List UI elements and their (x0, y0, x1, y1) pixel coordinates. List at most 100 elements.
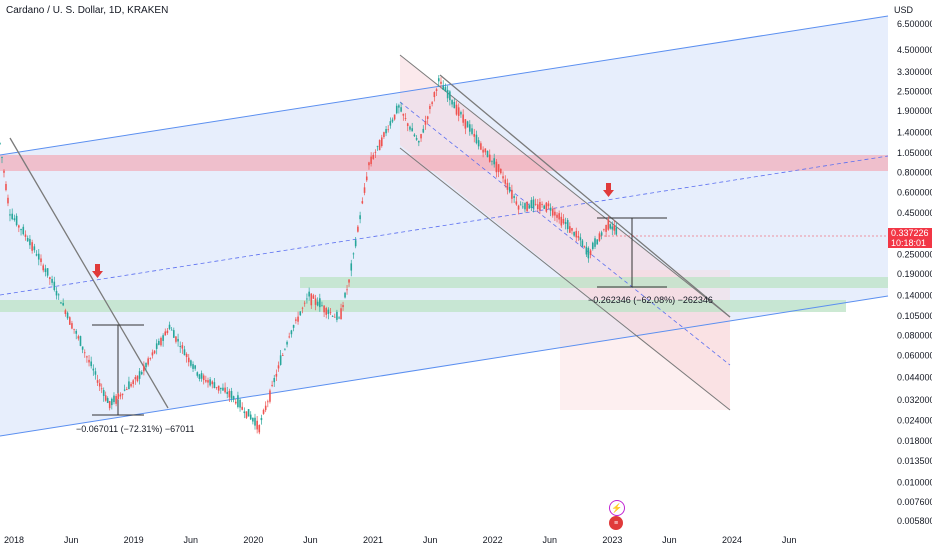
candle-body (372, 154, 375, 159)
price-axis-label: 4.500000 (897, 45, 932, 55)
candle-body (77, 336, 80, 339)
candle-body (26, 238, 29, 242)
us-flag-icon[interactable]: ≡ (609, 516, 623, 530)
price-axis-label: 6.500000 (897, 19, 932, 29)
candle-body (125, 389, 128, 390)
candle-body (551, 208, 554, 216)
candle-body (215, 386, 218, 388)
candle-body (363, 187, 366, 193)
candle-body (402, 113, 405, 116)
candle-body (502, 176, 504, 179)
flash-icon[interactable]: ⚡ (609, 500, 625, 516)
price-axis-label: 0.010000 (897, 477, 932, 487)
candle-body (359, 215, 361, 220)
candle-body (290, 330, 293, 335)
price-axis-label: 0.450000 (897, 208, 932, 218)
candle-body (134, 377, 137, 380)
candle-body (22, 226, 25, 235)
candle-body (547, 203, 550, 207)
candle-body (534, 203, 537, 205)
candle-body (383, 132, 385, 138)
candle-body (57, 294, 60, 296)
desc-channel-lower[interactable] (399, 147, 731, 411)
candle-body (33, 246, 36, 251)
candle-body (55, 290, 58, 296)
candle-body (524, 203, 526, 210)
candle-body (299, 311, 302, 316)
candle-body (420, 134, 422, 139)
candle-body (488, 154, 491, 162)
candle-body (96, 380, 99, 383)
time-axis-label: Jun (543, 535, 558, 545)
candle-body (143, 365, 145, 372)
candle-body (275, 373, 278, 377)
candle-body (415, 138, 418, 140)
candle-body (556, 214, 558, 218)
candle-body (86, 356, 88, 358)
candle-body (83, 352, 86, 354)
price-axis-label: 1.400000 (897, 128, 932, 138)
candle-body (164, 331, 167, 336)
price-axis-label: 0.060000 (897, 351, 932, 361)
candle-body (256, 420, 258, 430)
candle-body (81, 346, 84, 350)
candle-body (314, 298, 317, 305)
candle-body (600, 232, 603, 236)
currency-label: USD (894, 5, 914, 15)
candle-body (160, 337, 162, 346)
price-axis-label: 1.900000 (897, 106, 932, 116)
candle-body (342, 305, 344, 308)
candle-body (98, 383, 101, 387)
candle-body (140, 371, 143, 375)
candle-body (380, 137, 383, 147)
price-axis-label: 0.190000 (897, 269, 932, 279)
desc-channel-upper[interactable] (439, 74, 731, 318)
candle-body (338, 317, 340, 319)
candle-body (615, 227, 618, 235)
candle-body (158, 340, 160, 345)
candle-body (579, 237, 582, 241)
candle-body (573, 232, 575, 236)
candle-body (491, 160, 493, 162)
candle-body (374, 151, 377, 153)
candle-body (566, 220, 569, 230)
candle-body (247, 409, 250, 417)
price-axis-label: 0.032000 (897, 395, 932, 405)
candle-body (493, 158, 495, 165)
candle-body (262, 409, 265, 414)
time-axis[interactable]: 2018 Jun 2019 Jun 2020 Jun 2021 Jun 2022 Jun 2023 J… (4, 535, 796, 545)
candle-body (288, 336, 290, 338)
channel-mid-line[interactable] (0, 155, 889, 296)
arrow-down-icon (603, 183, 614, 197)
candle-body (310, 293, 313, 306)
candle-body (508, 187, 511, 192)
price-axis[interactable]: 6.500000 4.500000 3.300000 2.500000 1.900000… (897, 19, 932, 526)
candle-body (151, 352, 154, 356)
desc-channel-upper-2[interactable] (399, 54, 731, 318)
candle-body (260, 417, 263, 421)
candle-body (575, 231, 578, 238)
candle-body (500, 168, 502, 174)
candle-body (549, 207, 552, 211)
candle-body (598, 233, 601, 241)
candle-body (187, 357, 190, 363)
time-axis-label: Jun (782, 535, 797, 545)
price-series (0, 75, 618, 435)
candle-body (323, 305, 325, 313)
candle-body (286, 341, 288, 345)
trendline-2018[interactable] (9, 137, 169, 409)
candle-body (406, 123, 409, 127)
candle-body (147, 358, 149, 365)
candle-body (264, 405, 267, 411)
channel-lower-line[interactable] (0, 295, 889, 437)
channel-upper-line[interactable] (0, 15, 889, 156)
candle-body (571, 228, 573, 231)
candle-body (117, 393, 120, 399)
candle-body (594, 238, 596, 247)
candle-body (94, 371, 97, 375)
time-axis-label: 2024 (722, 535, 742, 545)
desc-channel-mid[interactable] (399, 101, 731, 366)
candle-body (587, 248, 590, 259)
price-axis-label: 3.300000 (897, 67, 932, 77)
